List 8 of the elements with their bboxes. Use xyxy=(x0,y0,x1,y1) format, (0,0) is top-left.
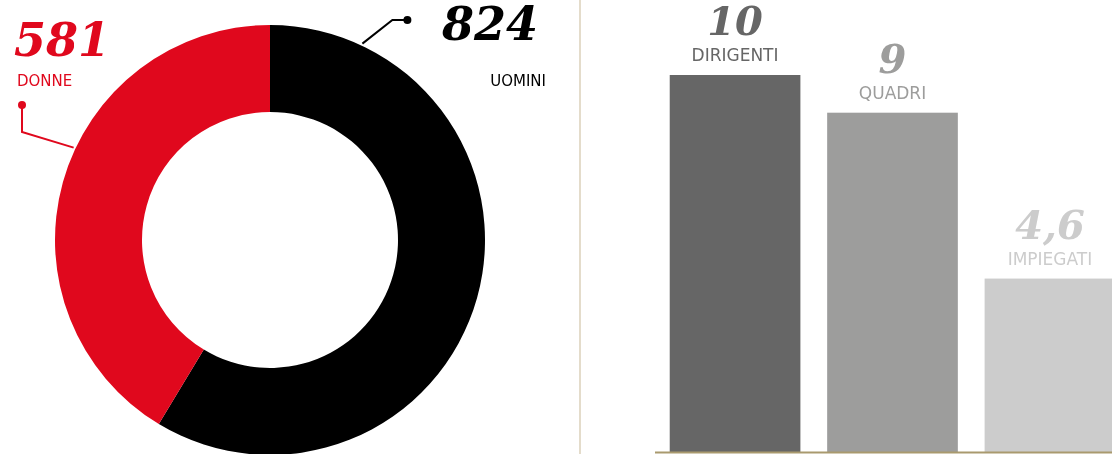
data-label: 581 xyxy=(13,13,111,67)
x-tick-label: DIRIGENTI xyxy=(691,45,779,65)
data-label: 824 xyxy=(440,0,539,51)
x-tick-label: QUADRI xyxy=(858,82,927,103)
slice-label: DONNE xyxy=(17,72,73,90)
slice-label: UOMINI xyxy=(490,72,546,90)
data-label: 9 xyxy=(878,34,907,82)
data-label: 10 xyxy=(707,0,764,44)
